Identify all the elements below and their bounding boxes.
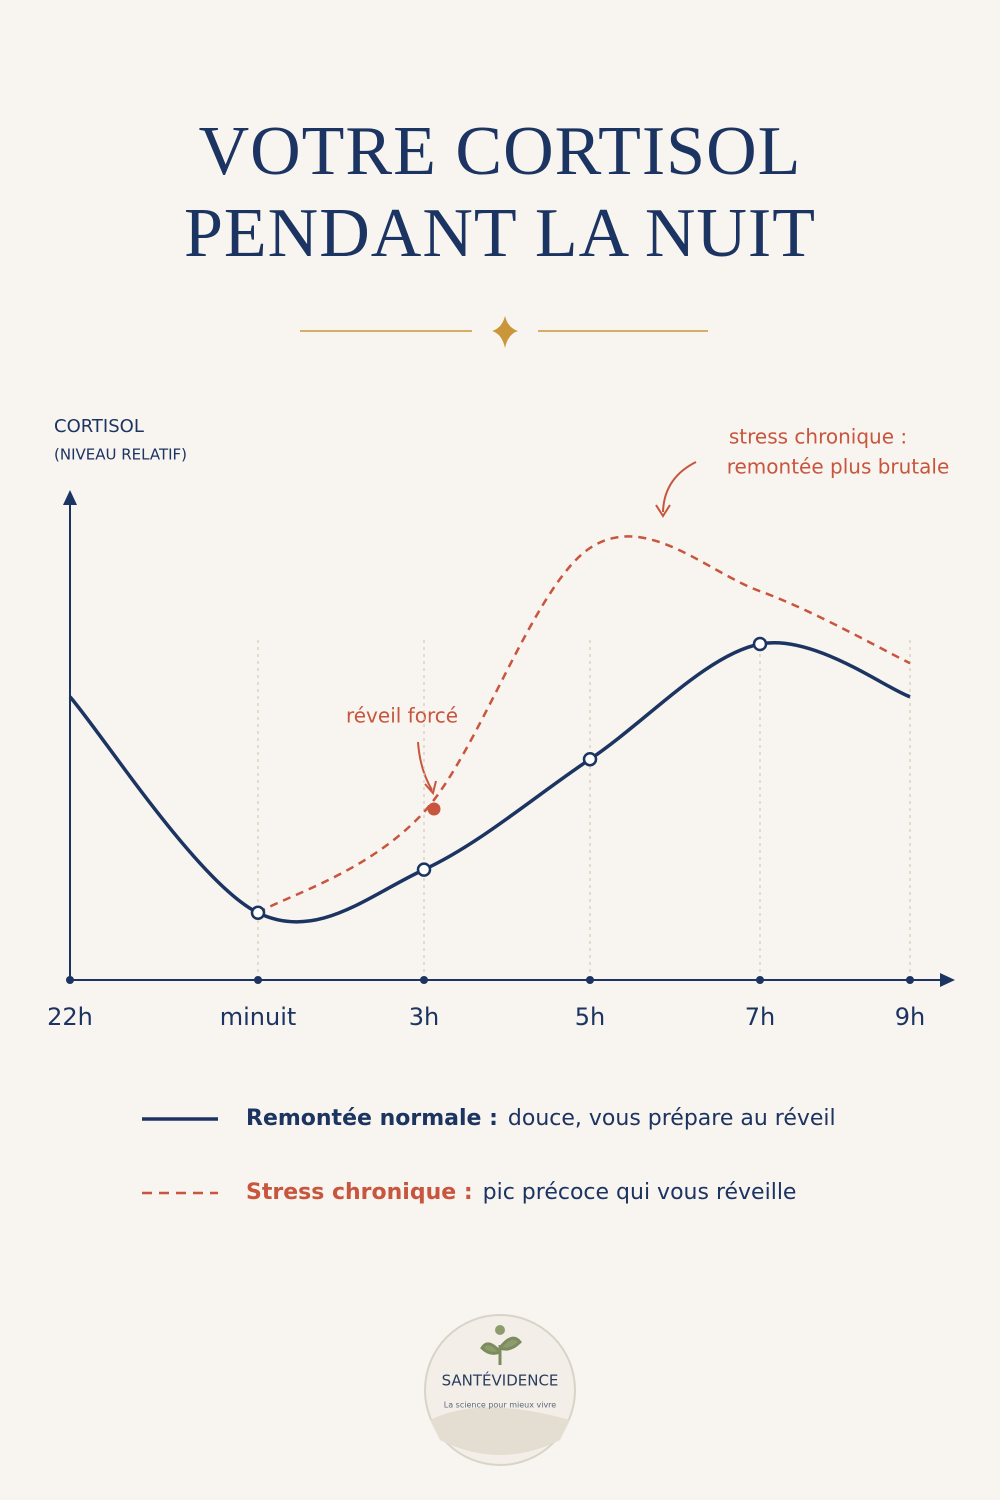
x-tick [254,976,262,984]
logo-name: SANTÉVIDENCE [442,1371,559,1390]
ornament [300,316,708,348]
y-label: CORTISOL [54,416,144,437]
y-label: (NIVEAU RELATIF) [54,446,187,464]
x-tick [420,976,428,984]
logo: SANTÉVIDENCE La science pour mieux vivre [424,1314,576,1466]
annotation-arrow [662,461,697,513]
x-tick-label: minuit [220,1003,297,1031]
axes [63,490,955,987]
x-tick-label: 5h [575,1003,605,1031]
annotation-arrow [655,504,671,518]
logo-tagline: La science pour mieux vivre [444,1401,557,1410]
x-tick-label: 3h [409,1003,439,1031]
point [250,905,266,921]
annotation-arrow [424,780,437,796]
legend-description: pic précoce qui vous réveille [483,1180,797,1205]
legend-description: douce, vous prépare au réveil [508,1106,836,1131]
annotation: remontée plus brutale [727,455,950,479]
title-line: VOTRE CORTISOL [199,113,802,190]
x-tick [586,976,594,984]
x-tick [756,976,764,984]
annotation: réveil forcé [346,704,458,728]
x-tick [906,976,914,984]
point [752,636,768,652]
x-tick [66,976,74,984]
x-tick-label: 7h [745,1003,775,1031]
x-tick-label: 22h [47,1003,93,1031]
title-line: PENDANT LA NUIT [184,195,816,272]
legend-label: Stress chronique : pic précoce qui vous r… [246,1180,796,1205]
x-tick-label: 9h [895,1003,925,1031]
point [582,751,598,767]
point [427,802,441,816]
annotation-arrow [417,741,433,791]
point [416,862,432,877]
series-line [257,535,911,914]
legend-label: Remontée normale : douce, vous prépare au… [246,1106,836,1131]
legend-name: Remontée normale : [246,1106,498,1131]
legend-name: Stress chronique : [246,1180,473,1205]
annotation: stress chronique : [729,425,907,449]
